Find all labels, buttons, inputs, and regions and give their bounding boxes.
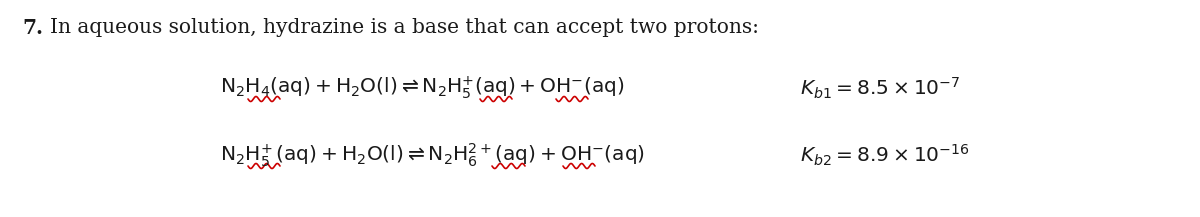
Text: $\mathrm{N_2H_5^{+}\,(aq) + H_2O(l) \rightleftharpoons N_2H_6^{2+}(aq) + OH^{-}(: $\mathrm{N_2H_5^{+}\,(aq) + H_2O(l) \rig… — [220, 141, 644, 169]
Text: $K_{b1} = 8.5 \times 10^{-7}$: $K_{b1} = 8.5 \times 10^{-7}$ — [800, 75, 960, 101]
Text: In aqueous solution, hydrazine is a base that can accept two protons:: In aqueous solution, hydrazine is a base… — [50, 18, 760, 37]
Text: $K_{b2} = 8.9 \times 10^{-16}$: $K_{b2} = 8.9 \times 10^{-16}$ — [800, 142, 970, 168]
Text: 7.: 7. — [22, 18, 43, 38]
Text: $\mathrm{N_2H_4(aq) + H_2O(l) \rightleftharpoons N_2H_5^{+}(aq) + OH^{-}(aq)}$: $\mathrm{N_2H_4(aq) + H_2O(l) \rightleft… — [220, 75, 624, 101]
